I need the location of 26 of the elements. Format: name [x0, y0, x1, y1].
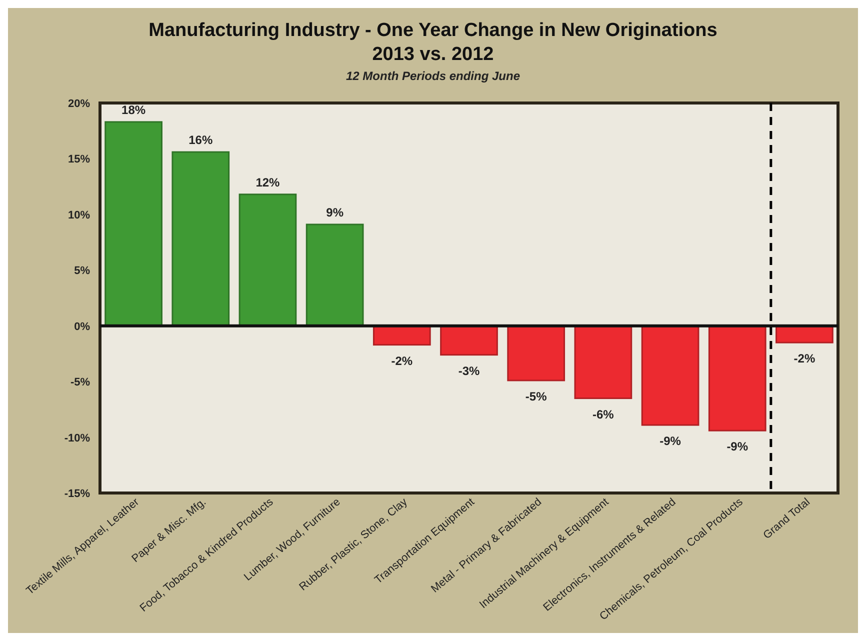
chart-title: Manufacturing Industry - One Year Change in New Originations 2013 vs. 2012	[148, 20, 718, 65]
bar	[440, 325, 498, 356]
data-label: -2%	[794, 352, 816, 366]
data-label: -2%	[391, 354, 413, 368]
data-label: 9%	[326, 205, 344, 220]
data-label: -6%	[592, 407, 614, 422]
y-tick-label: 10%	[68, 209, 90, 222]
y-tick-label: 15%	[68, 154, 90, 166]
y-tick-label: -15%	[64, 488, 90, 500]
data-label: 16%	[188, 133, 213, 148]
data-label: 18%	[122, 102, 146, 117]
data-label: -9%	[726, 440, 748, 454]
y-tick-label: 20%	[68, 98, 90, 110]
data-label: -5%	[525, 389, 548, 404]
data-label: 12%	[256, 175, 280, 190]
bar	[708, 325, 766, 432]
data-label: -3%	[458, 364, 480, 378]
data-label: -9%	[660, 434, 682, 448]
y-tick-label: -5%	[70, 376, 90, 389]
y-tick-label: 0%	[74, 320, 90, 333]
y-tick-label: 5%	[74, 265, 90, 278]
bar	[574, 325, 632, 400]
y-tick-label: -10%	[64, 432, 90, 444]
chart-subtitle: 12 Month Periods ending June	[346, 69, 520, 83]
bar	[507, 325, 566, 382]
bar	[641, 325, 700, 426]
